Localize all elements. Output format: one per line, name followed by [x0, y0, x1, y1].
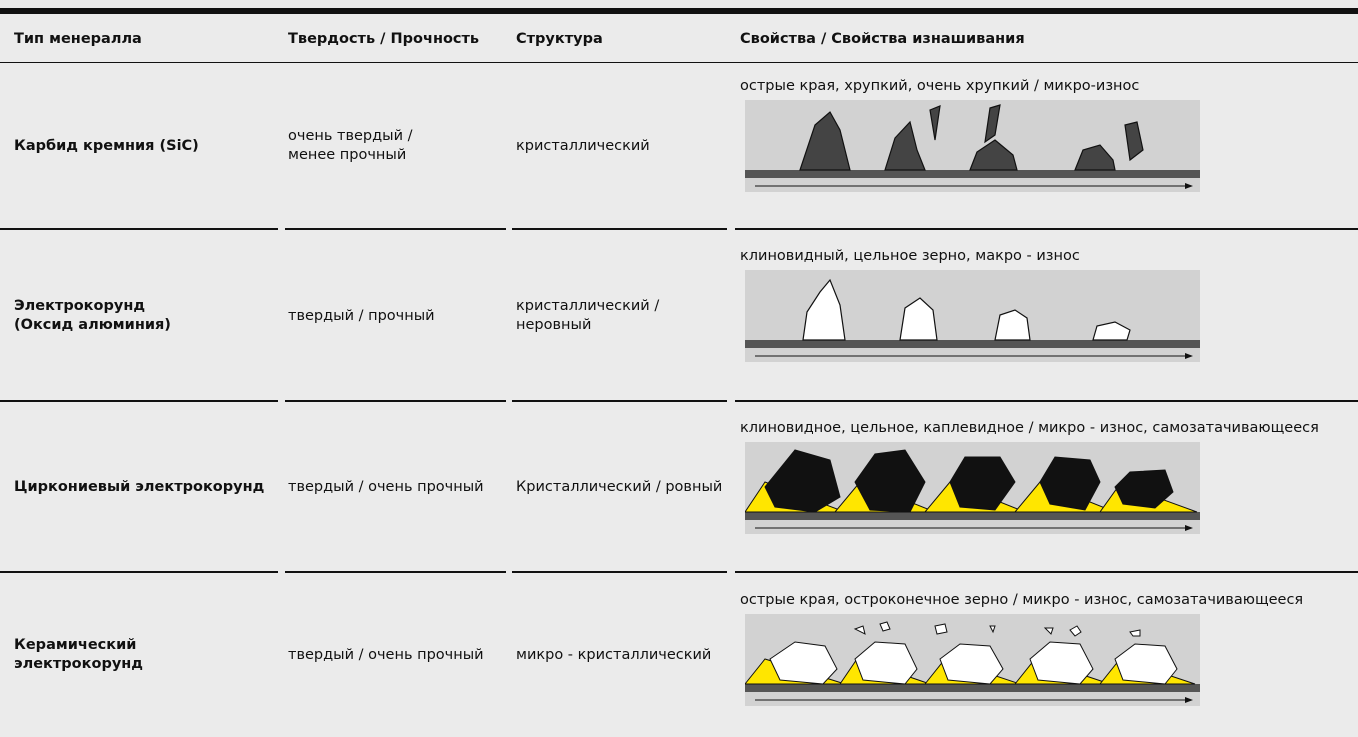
- row-rule: [285, 400, 506, 402]
- table-cell: микро - кристаллический: [516, 646, 712, 663]
- table-cell: кристаллический / неровный: [516, 298, 660, 333]
- table-cell: Циркониевый электрокорунд: [14, 479, 265, 495]
- illustration: [745, 442, 1200, 534]
- row-rule: [512, 571, 727, 573]
- table-cell: Кристаллический / ровный: [516, 479, 723, 495]
- table-cell: Керамический электрокорунд: [14, 637, 143, 672]
- header-cell: Структура: [516, 31, 603, 47]
- row-rule: [512, 400, 727, 402]
- property-caption: острые края, хрупкий, очень хрупкий / ми…: [740, 78, 1140, 94]
- table-cell: Электрокорунд (Оксид алюминия): [14, 298, 171, 333]
- row-rule: [735, 228, 1358, 230]
- row-rule: [0, 571, 278, 573]
- header-cell: Тип менералла: [14, 31, 142, 47]
- table-cell: Карбид кремния (SiC): [14, 137, 199, 154]
- table-cell: кристаллический: [516, 137, 650, 154]
- illustration: [745, 100, 1200, 192]
- header-rule: [0, 62, 1358, 63]
- row-rule: [285, 228, 506, 230]
- property-caption: острые края, остроконечное зерно / микро…: [740, 592, 1304, 608]
- row-rule: [735, 571, 1358, 573]
- table-cell: очень твердый / менее прочный: [288, 128, 413, 163]
- table-cell: твердый / прочный: [288, 307, 435, 324]
- header-cell: Твердость / Прочность: [288, 31, 480, 47]
- row-rule: [285, 571, 506, 573]
- table-cell: твердый / очень прочный: [288, 646, 484, 663]
- table-cell: твердый / очень прочный: [288, 479, 484, 495]
- property-caption: клиновидное, цельное, каплевидное / микр…: [740, 420, 1319, 436]
- row-rule: [0, 228, 278, 230]
- illustration: [745, 614, 1200, 706]
- row-rule: [0, 400, 278, 402]
- row-rule: [512, 228, 727, 230]
- header-cell: Свойства / Свойства изнашивания: [740, 31, 1025, 47]
- property-caption: клиновидный, цельное зерно, макро - изно…: [740, 248, 1080, 264]
- top-rule: [0, 8, 1358, 14]
- row-rule: [735, 400, 1358, 402]
- illustration: [745, 270, 1200, 362]
